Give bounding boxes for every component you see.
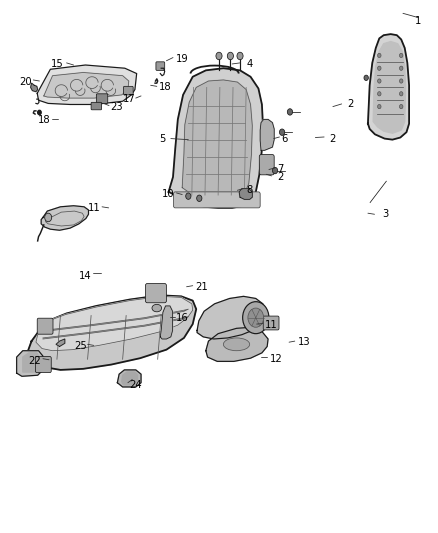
- FancyBboxPatch shape: [91, 102, 102, 110]
- Text: 22: 22: [28, 357, 42, 366]
- Circle shape: [216, 52, 222, 60]
- Circle shape: [378, 53, 381, 58]
- FancyBboxPatch shape: [124, 86, 133, 95]
- Polygon shape: [36, 296, 193, 351]
- Circle shape: [38, 110, 41, 115]
- Text: 12: 12: [269, 354, 283, 364]
- Circle shape: [279, 129, 285, 135]
- Circle shape: [399, 104, 403, 109]
- Circle shape: [378, 92, 381, 96]
- Text: 14: 14: [79, 271, 92, 281]
- Circle shape: [248, 308, 264, 327]
- Polygon shape: [41, 206, 88, 230]
- Polygon shape: [17, 351, 43, 376]
- Polygon shape: [31, 83, 38, 92]
- Polygon shape: [117, 370, 141, 387]
- FancyBboxPatch shape: [145, 284, 166, 303]
- Circle shape: [378, 66, 381, 70]
- Text: 11: 11: [88, 203, 101, 213]
- Circle shape: [197, 195, 202, 201]
- Polygon shape: [239, 189, 252, 199]
- Polygon shape: [260, 119, 274, 150]
- FancyBboxPatch shape: [96, 94, 108, 103]
- FancyBboxPatch shape: [173, 192, 260, 208]
- Circle shape: [243, 302, 269, 334]
- Polygon shape: [197, 296, 266, 339]
- Text: 18: 18: [38, 116, 50, 125]
- Text: 24: 24: [130, 380, 142, 390]
- FancyBboxPatch shape: [259, 155, 274, 175]
- FancyBboxPatch shape: [37, 318, 53, 334]
- Text: 10: 10: [162, 189, 175, 199]
- Text: 16: 16: [175, 313, 188, 322]
- Text: 13: 13: [298, 337, 311, 347]
- Circle shape: [364, 75, 368, 80]
- Circle shape: [45, 213, 52, 222]
- Polygon shape: [37, 65, 137, 104]
- Text: 8: 8: [247, 185, 253, 195]
- Polygon shape: [182, 80, 252, 199]
- Text: 5: 5: [159, 134, 165, 143]
- Text: 6: 6: [282, 134, 288, 143]
- Circle shape: [186, 193, 191, 199]
- Text: 21: 21: [195, 282, 208, 292]
- Ellipse shape: [152, 304, 162, 312]
- Circle shape: [399, 79, 403, 83]
- Text: 25: 25: [74, 342, 88, 351]
- Polygon shape: [368, 34, 409, 140]
- Polygon shape: [373, 42, 406, 133]
- FancyBboxPatch shape: [35, 357, 51, 373]
- Circle shape: [378, 104, 381, 109]
- Text: 7: 7: [277, 165, 283, 174]
- Polygon shape: [160, 306, 173, 339]
- Text: 18: 18: [159, 83, 172, 92]
- Text: 11: 11: [265, 320, 278, 330]
- Ellipse shape: [223, 338, 250, 351]
- Text: 4: 4: [247, 59, 253, 69]
- Text: 19: 19: [175, 54, 188, 63]
- Text: 15: 15: [50, 59, 64, 69]
- Text: 1: 1: [415, 17, 421, 26]
- Circle shape: [399, 92, 403, 96]
- Polygon shape: [28, 295, 196, 370]
- Text: 2: 2: [330, 134, 336, 143]
- Polygon shape: [56, 339, 65, 346]
- Circle shape: [378, 79, 381, 83]
- Circle shape: [287, 109, 293, 115]
- Text: 17: 17: [123, 94, 136, 104]
- Circle shape: [272, 167, 278, 174]
- Circle shape: [399, 66, 403, 70]
- Polygon shape: [44, 72, 129, 98]
- Polygon shape: [23, 353, 39, 372]
- Text: 3: 3: [382, 209, 389, 219]
- Text: 2: 2: [277, 172, 283, 182]
- Polygon shape: [169, 68, 263, 208]
- FancyBboxPatch shape: [156, 62, 165, 70]
- Circle shape: [399, 53, 403, 58]
- Polygon shape: [122, 372, 138, 385]
- Text: 23: 23: [110, 102, 122, 111]
- Text: 20: 20: [19, 77, 32, 86]
- Circle shape: [237, 52, 243, 60]
- Polygon shape: [206, 327, 268, 361]
- Text: 2: 2: [347, 99, 353, 109]
- Circle shape: [227, 52, 233, 60]
- FancyBboxPatch shape: [263, 316, 279, 330]
